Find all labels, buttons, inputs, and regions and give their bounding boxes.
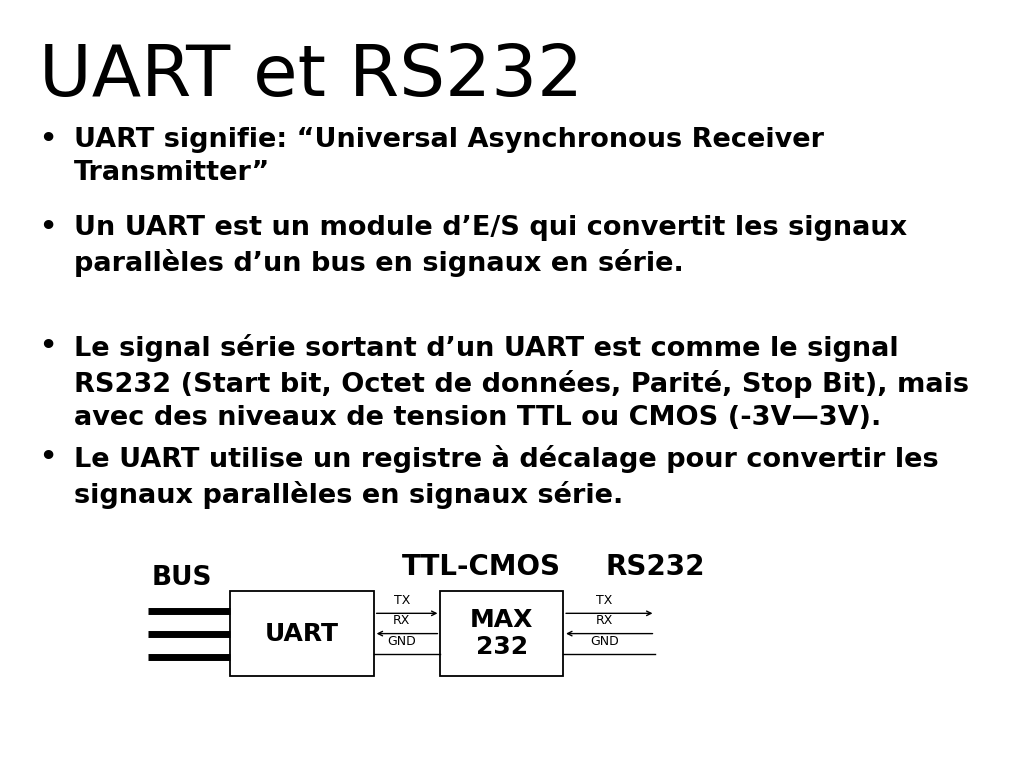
Text: RX: RX xyxy=(393,614,411,627)
Text: GND: GND xyxy=(387,634,417,647)
Text: GND: GND xyxy=(590,634,618,647)
Text: UART: UART xyxy=(265,621,339,646)
Text: RX: RX xyxy=(596,614,612,627)
Bar xyxy=(440,591,563,676)
Text: UART et RS232: UART et RS232 xyxy=(39,42,583,111)
Text: RS232: RS232 xyxy=(605,554,706,581)
Text: UART signifie: “Universal Asynchronous Receiver
Transmitter”: UART signifie: “Universal Asynchronous R… xyxy=(74,127,823,186)
Text: MAX
232: MAX 232 xyxy=(470,607,534,660)
Text: BUS: BUS xyxy=(152,565,212,591)
Text: •: • xyxy=(39,215,56,241)
Text: TX: TX xyxy=(596,594,612,607)
Text: •: • xyxy=(39,127,56,153)
Bar xyxy=(230,591,374,676)
Text: •: • xyxy=(39,334,56,360)
Text: Le UART utilise un registre à décalage pour convertir les
signaux parallèles en : Le UART utilise un registre à décalage p… xyxy=(74,445,938,509)
Text: TTL-CMOS: TTL-CMOS xyxy=(401,554,561,581)
Text: •: • xyxy=(39,445,56,472)
Text: Le signal série sortant d’un UART est comme le signal
RS232 (Start bit, Octet de: Le signal série sortant d’un UART est co… xyxy=(74,334,969,431)
Text: Un UART est un module d’E/S qui convertit les signaux
parallèles d’un bus en sig: Un UART est un module d’E/S qui converti… xyxy=(74,215,907,276)
Text: TX: TX xyxy=(394,594,410,607)
